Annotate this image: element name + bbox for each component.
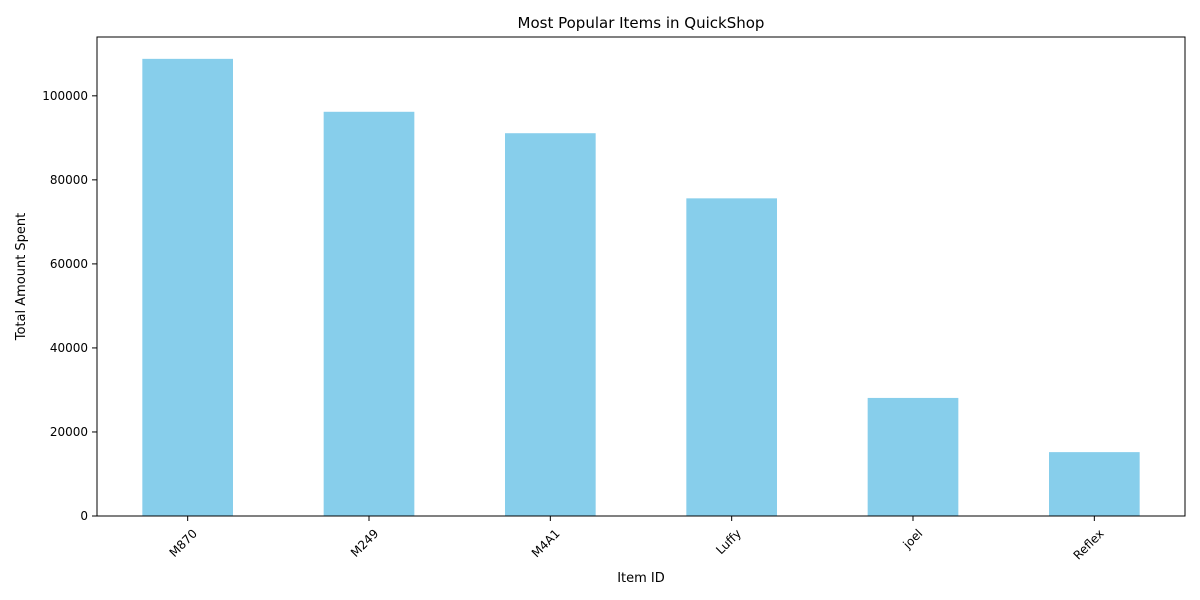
bar-luffy <box>686 198 777 517</box>
x-axis-label: Item ID <box>617 571 665 586</box>
y-axis-label: Total Amount Spent <box>14 213 29 342</box>
bar-m249 <box>323 111 415 516</box>
x-tick-label: M249 <box>348 526 381 559</box>
bars <box>142 58 1140 517</box>
bar-reflex <box>1049 452 1140 516</box>
x-tick-label: M870 <box>167 526 200 559</box>
y-axis: 0 20000 40000 60000 80000 100000 <box>42 89 97 523</box>
x-tick-label: M4A1 <box>529 526 563 560</box>
x-tick-label: Reflex <box>1071 526 1107 562</box>
y-tick-label: 80000 <box>50 173 88 187</box>
x-tick-label: joel <box>900 526 926 552</box>
bar-m4a1 <box>505 133 596 517</box>
y-tick-label: 0 <box>80 509 88 523</box>
chart-title: Most Popular Items in QuickShop <box>518 14 765 32</box>
y-tick-label: 40000 <box>50 341 88 355</box>
bar-joel <box>867 397 959 516</box>
x-tick-label: Luffy <box>713 526 744 557</box>
plot-frame <box>96 36 1186 517</box>
y-tick-label: 60000 <box>50 257 88 271</box>
x-axis: M870 M249 M4A1 Luffy joel Reflex <box>167 516 1107 563</box>
y-tick-label: 100000 <box>42 89 88 103</box>
plot-area <box>96 36 1186 517</box>
bar-m870 <box>142 58 233 516</box>
y-tick-label: 20000 <box>50 425 88 439</box>
